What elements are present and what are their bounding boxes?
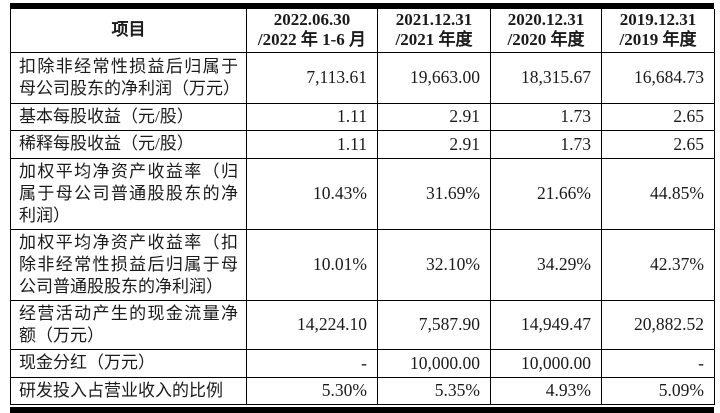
row-value: 44.85% [601, 157, 715, 230]
table-row: 现金分红（万元） -10,000.00 10,000.00- [10, 348, 715, 378]
table-top-border [10, 3, 714, 9]
table-row: 加权平均净资产收益率（归属于母公司普通股股东的净利润） 10.43% 31.69% 2… [10, 157, 715, 230]
row-value: 21.66% [490, 157, 602, 230]
period-date-line: 2021.12.31 [395, 10, 473, 30]
period-label-line: /2020 年度 [507, 30, 585, 50]
row-value: 2.91 [377, 102, 491, 131]
row-label: 加权平均净资产收益率（扣除非经常性损益后归属于母公司普通股股东的净利润） [10, 228, 247, 301]
row-value: 2.91 [377, 129, 491, 159]
table-row: 基本每股收益（元/股） 1.11 2.91 1.73 2.65 [10, 102, 715, 131]
row-value: 4.93% [490, 376, 602, 405]
row-value: 32.10% [377, 228, 491, 301]
row-value: 10.43% [246, 157, 378, 230]
row-value: 7,587.90 [377, 299, 491, 350]
column-header-period-1: 2021.12.31/2021 年度 [377, 9, 491, 53]
header-row: 项目 2022.06.30/2022 年 1-6 月 2021.12.31/202… [10, 9, 715, 53]
row-value: 14,224.10 [246, 299, 378, 350]
row-value: 42.37% [601, 228, 715, 301]
row-value: 5.35% [377, 376, 491, 405]
table-body: 扣除非经常性损益后归属于母公司股东的净利润（万元） 7,113.61 19,663.… [10, 51, 715, 405]
row-value: 2.65 [601, 102, 715, 131]
financial-indicators-table: 项目 2022.06.30/2022 年 1-6 月 2021.12.31/202… [10, 3, 715, 413]
row-value: 16,684.73 [601, 51, 715, 104]
row-value: 10.01% [246, 228, 378, 301]
table-row: 加权平均净资产收益率（扣除非经常性损益后归属于母公司普通股股东的净利润） 10.0… [10, 228, 715, 301]
table-row: 扣除非经常性损益后归属于母公司股东的净利润（万元） 7,113.61 19,663.… [10, 51, 715, 104]
row-value: 1.11 [246, 102, 378, 131]
row-value: 2.65 [601, 129, 715, 159]
period-label-line: /2021 年度 [395, 30, 473, 50]
row-value: 10,000.00 [377, 348, 491, 378]
period-label-line: /2022 年 1-6 月 [257, 30, 367, 50]
row-label: 经营活动产生的现金流量净额（万元） [10, 299, 247, 350]
row-label: 现金分红（万元） [10, 348, 247, 378]
column-header-period-3: 2019.12.31/2019 年度 [601, 9, 715, 53]
row-value: 5.09% [601, 376, 715, 405]
row-value: 19,663.00 [377, 51, 491, 104]
row-value: 7,113.61 [246, 51, 378, 104]
column-header-period-2: 2020.12.31/2020 年度 [490, 9, 602, 53]
table-row: 稀释每股收益（元/股） 1.11 2.91 1.73 2.65 [10, 129, 715, 159]
row-value: 18,315.67 [490, 51, 602, 104]
row-label: 扣除非经常性损益后归属于母公司股东的净利润（万元） [10, 51, 247, 104]
column-header-period-0: 2022.06.30/2022 年 1-6 月 [246, 9, 378, 53]
table-row: 研发投入占营业收入的比例 5.30% 5.35% 4.93% 5.09% [10, 376, 715, 405]
row-value: 1.11 [246, 129, 378, 159]
table-bottom-border [10, 406, 714, 413]
period-date-line: 2019.12.31 [619, 10, 697, 30]
row-value: 31.69% [377, 157, 491, 230]
row-value: - [601, 348, 715, 378]
data-table: 项目 2022.06.30/2022 年 1-6 月 2021.12.31/202… [10, 9, 715, 405]
row-value: 10,000.00 [490, 348, 602, 378]
row-label: 研发投入占营业收入的比例 [10, 376, 247, 405]
row-value: 20,882.52 [601, 299, 715, 350]
row-value: - [246, 348, 378, 378]
row-value: 34.29% [490, 228, 602, 301]
row-value: 5.30% [246, 376, 378, 405]
row-label: 加权平均净资产收益率（归属于母公司普通股股东的净利润） [10, 157, 247, 230]
column-header-item: 项目 [10, 9, 247, 53]
period-date-line: 2020.12.31 [507, 10, 585, 30]
period-label-line: /2019 年度 [619, 30, 697, 50]
row-label: 基本每股收益（元/股） [10, 102, 247, 131]
row-value: 1.73 [490, 102, 602, 131]
row-value: 14,949.47 [490, 299, 602, 350]
row-value: 1.73 [490, 129, 602, 159]
row-label: 稀释每股收益（元/股） [10, 129, 247, 159]
period-date-line: 2022.06.30 [273, 10, 351, 30]
table-row: 经营活动产生的现金流量净额（万元） 14,224.10 7,587.90 14,949… [10, 299, 715, 350]
